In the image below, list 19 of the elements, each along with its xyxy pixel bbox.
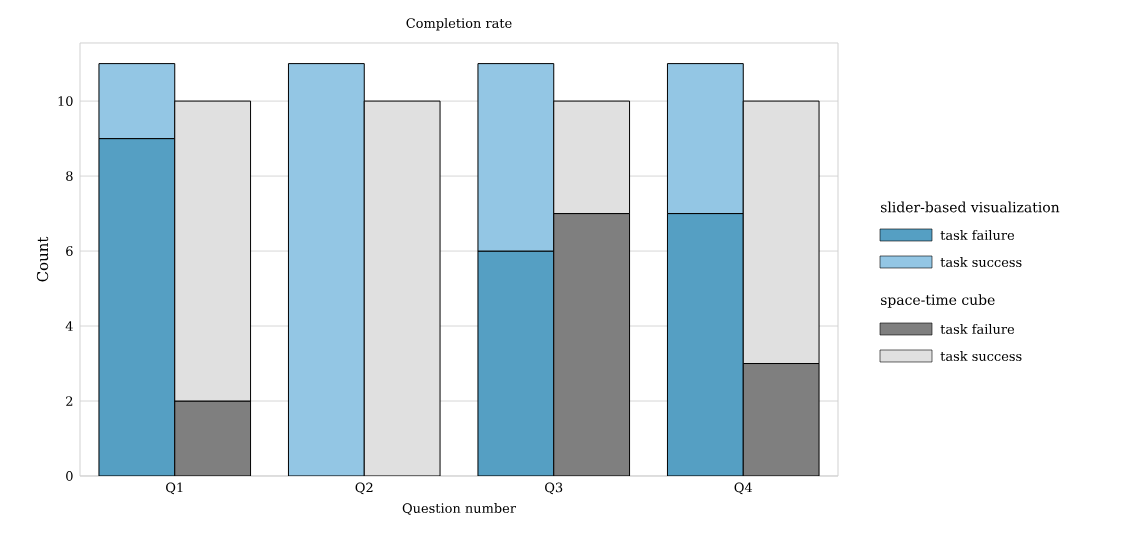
- y-tick-label: 2: [66, 396, 73, 406]
- x-tick-label: Q3: [545, 482, 563, 495]
- legend-label: task failure: [940, 323, 1015, 334]
- legend-label: task success: [940, 350, 1022, 361]
- legend-label: task failure: [940, 229, 1015, 240]
- y-tick-label: 4: [65, 321, 73, 331]
- y-tick-label: 10: [58, 96, 73, 106]
- y-tick-label: 0: [66, 471, 73, 481]
- y-tick-label: 6: [66, 246, 73, 256]
- text: slider-based visualization: [880, 201, 1060, 213]
- x-axis-title: Question number: [402, 503, 516, 515]
- x-tick-label: Q2: [355, 482, 373, 495]
- chart-title: Completion rate: [406, 17, 512, 31]
- x-tick-label: Q1: [166, 482, 183, 495]
- text: space-time cube: [880, 294, 995, 308]
- y-tick-label: 8: [66, 171, 73, 181]
- y-axis-title: Count: [36, 236, 49, 282]
- x-tick-label: Q4: [734, 482, 753, 495]
- legend-label: task success: [940, 256, 1022, 267]
